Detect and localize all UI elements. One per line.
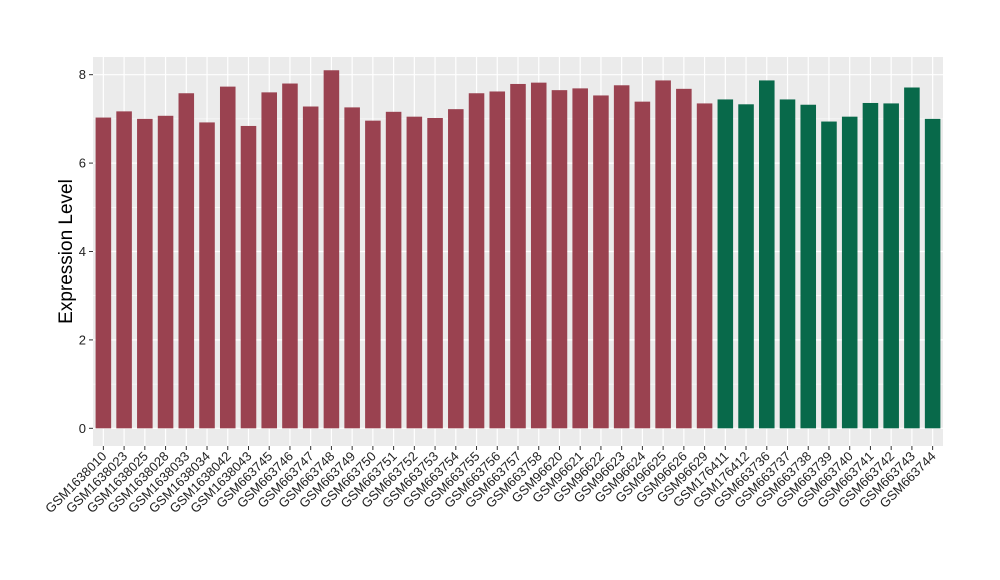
bar-GSM1638034 — [199, 122, 215, 429]
bar-GSM1638028 — [157, 115, 174, 429]
bar-GSM663750 — [365, 120, 381, 429]
bar-GSM176411 — [717, 99, 734, 429]
bar-GSM663740 — [841, 116, 858, 429]
bar-GSM663742 — [883, 103, 899, 429]
y-tick-label: 2 — [79, 332, 86, 347]
bar-GSM663736 — [759, 80, 775, 429]
bar-GSM663751 — [385, 111, 402, 429]
bar-GSM96620 — [551, 90, 568, 429]
bar-GSM1638023 — [116, 111, 132, 429]
bar-GSM663757 — [510, 83, 526, 429]
bar-GSM663741 — [862, 102, 879, 429]
bar-GSM1638033 — [178, 93, 195, 429]
bar-GSM1638025 — [137, 118, 153, 429]
y-axis-title: Expression Level — [56, 179, 77, 324]
y-tick-label: 8 — [79, 67, 86, 82]
bar-GSM96622 — [593, 95, 609, 429]
bar-GSM96625 — [655, 80, 671, 429]
bar-GSM663737 — [779, 99, 796, 429]
bar-GSM663748 — [323, 70, 340, 429]
bar-GSM663739 — [821, 121, 837, 429]
bar-GSM663755 — [468, 93, 485, 429]
y-tick-label: 4 — [79, 244, 86, 259]
bar-GSM96629 — [696, 103, 713, 429]
bar-GSM663752 — [406, 116, 423, 429]
bars — [95, 70, 941, 429]
bar-GSM663749 — [344, 107, 360, 429]
bar-GSM663753 — [427, 118, 443, 429]
x-axis: GSM1638010GSM1638023GSM1638025GSM1638028… — [42, 446, 939, 516]
bar-GSM663745 — [261, 92, 277, 429]
bar-GSM663743 — [904, 87, 920, 429]
bar-GSM1638042 — [219, 86, 236, 429]
bar-GSM96626 — [676, 88, 692, 429]
bar-GSM663744 — [924, 118, 941, 429]
y-axis: 0 2 4 6 8 — [79, 67, 93, 436]
bar-GSM1638010 — [95, 117, 112, 429]
bar-GSM663738 — [800, 104, 817, 429]
bar-GSM663758 — [530, 82, 547, 429]
y-tick-label: 6 — [79, 156, 86, 171]
bar-GSM663756 — [489, 91, 506, 429]
bar-GSM663746 — [282, 83, 298, 429]
bar-GSM96624 — [634, 101, 651, 429]
bar-GSM663754 — [448, 109, 464, 429]
y-tick-label: 0 — [79, 421, 86, 436]
bar-GSM96623 — [613, 85, 630, 429]
bar-GSM1638043 — [240, 125, 257, 429]
bar-GSM176412 — [738, 104, 754, 429]
bar-GSM663747 — [302, 106, 319, 429]
bar-GSM96621 — [572, 88, 588, 429]
